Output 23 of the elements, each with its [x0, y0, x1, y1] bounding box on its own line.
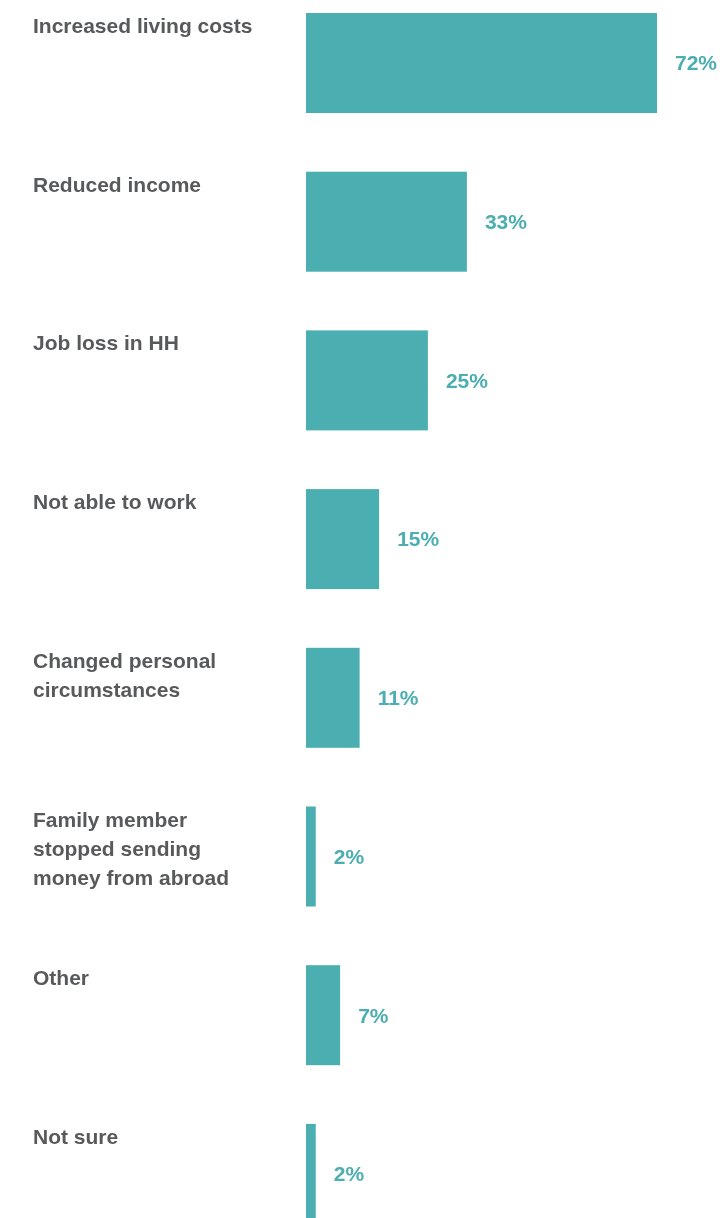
data-label: 33% [484, 210, 528, 234]
y-tick-label: Changed personal circumstances [33, 648, 217, 701]
data-label: 72% [675, 51, 718, 75]
bar [306, 965, 341, 1066]
data-label: 2% [333, 844, 365, 868]
data-label: 11% [377, 686, 419, 710]
data-label: 15% [397, 527, 440, 551]
bar [306, 489, 380, 590]
y-tick-label: Not able to work [33, 490, 197, 514]
data-label: 7% [358, 1003, 389, 1027]
data-label: 2% [333, 1162, 365, 1186]
y-tick-label: Reduced income [33, 172, 202, 196]
bar [306, 806, 316, 907]
bar [306, 330, 428, 431]
bar [306, 13, 657, 113]
y-tick-label: Increased living costs [33, 14, 253, 37]
y-tick-label: Job loss in HH [33, 331, 179, 355]
y-tick-label: Not sure [33, 1124, 119, 1148]
data-label: 25% [445, 368, 489, 392]
y-tick-label: Family member stopped sending money from abroad [33, 807, 230, 889]
bar [306, 171, 467, 272]
y-tick-label: Other [33, 966, 90, 990]
bar [306, 647, 360, 748]
